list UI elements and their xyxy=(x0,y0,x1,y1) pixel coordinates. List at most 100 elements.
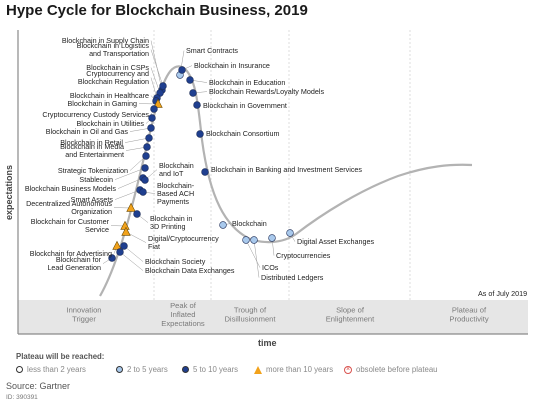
label-blockchain-in-gaming: Blockchain in Gaming xyxy=(67,99,137,108)
label-blockchain-in-csps: Blockchain in CSPs xyxy=(86,63,149,72)
label-blockchain-in-logistics-and-transportation: Blockchain in Logistics and Transportatio… xyxy=(77,41,150,58)
label-cryptocurrency-custody-services: Cryptocurrency Custody Services xyxy=(42,110,149,119)
label-blockchain-in-supply-chain: Blockchain in Supply Chain xyxy=(62,36,149,45)
leader-line xyxy=(124,137,150,143)
label-digital-asset-exchanges: Digital Asset Exchanges xyxy=(297,237,375,246)
label-digital-cryptocurrency-fiat: Digital/Cryptocurrency Fiat xyxy=(148,234,219,251)
marker-strategic-tokenization xyxy=(142,152,150,160)
label-blockchain-in-insurance: Blockchain in Insurance xyxy=(194,61,270,70)
label-blockchain-for-lead-generation: Blockchain for Lead Generation xyxy=(47,255,101,272)
red-x-circle-icon: × xyxy=(344,365,352,374)
label-blockchain-for-customer-service: Blockchain for Customer Service xyxy=(31,217,110,234)
marker-blockchain-consortium xyxy=(196,130,204,138)
marker-blockchain-in-3d-printing xyxy=(133,210,141,218)
phase-label: Slope of Enlightenment xyxy=(326,306,375,324)
orange-triangle-icon xyxy=(254,365,262,374)
leader-line xyxy=(245,239,261,268)
label-blockchain-in-education: Blockchain in Education xyxy=(209,78,285,87)
marker-blockchain-in-media-and-entertainment xyxy=(143,143,151,151)
phase-band xyxy=(18,300,528,334)
label-blockchain-data-exchanges: Blockchain Data Exchanges xyxy=(145,266,235,275)
label-blockchain-in-banking-and-investment-services: Blockchain in Banking and Investment Ser… xyxy=(211,165,362,174)
label-smart-assets: Smart Assets xyxy=(71,195,114,204)
label-blockchain-society: Blockchain Society xyxy=(145,257,206,266)
legend-item-more-than-10-years: more than 10 years xyxy=(254,365,333,374)
marker-blockchain-in-oil-and-gas xyxy=(147,124,155,132)
marker-blockchain-in-logistics-and-transportation xyxy=(159,82,167,90)
as-of-label: As of July 2019 xyxy=(478,289,527,298)
legend-item-2-to-5-years: 2 to 5 years xyxy=(116,365,168,374)
legend-item-obsolete: × obsolete before plateau xyxy=(344,365,438,374)
label-blockchain-rewards-loyalty-models: Blockchain Rewards/Loyalty Models xyxy=(209,87,324,96)
marker-blockchain-rewards-loyalty-models xyxy=(189,89,197,97)
label-blockchain-based-ach-payments: Blockchain-Based ACH Payments xyxy=(157,181,195,206)
document-id: ID: 390391 xyxy=(6,394,38,401)
marker-blockchain xyxy=(219,221,227,229)
marker-cryptocurrencies xyxy=(268,234,276,242)
marker-blockchain-in-insurance xyxy=(178,66,186,74)
label-distributed-ledgers: Distributed Ledgers xyxy=(261,273,324,282)
leader-line xyxy=(150,67,161,94)
phase-labels: Innovation Trigger Peak of Inflated Expectat… xyxy=(66,301,488,328)
leader-line xyxy=(117,177,144,189)
label-blockchain-consortium: Blockchain Consortium xyxy=(206,129,280,138)
marker-icos xyxy=(242,236,250,244)
leader-line xyxy=(114,167,146,180)
white-circle-icon xyxy=(16,366,23,373)
legend-item-5-to-10-years: 5 to 10 years xyxy=(182,365,238,374)
marker-blockchain-based-ach-payments xyxy=(139,188,147,196)
marker-cryptocurrency-custody-services xyxy=(150,105,158,113)
marker-blockchain-and-iot xyxy=(141,176,149,184)
y-axis-label: expectations xyxy=(4,165,14,220)
label-blockchain-business-models: Blockchain Business Models xyxy=(25,184,116,193)
phase-grid xyxy=(153,30,411,300)
label-blockchain-in-healthcare: Blockchain in Healthcare xyxy=(70,91,149,100)
marker-digital-cryptocurrency-fiat xyxy=(121,226,131,236)
marker-blockchain-in-gaming xyxy=(153,98,163,108)
dark-blue-circle-icon xyxy=(182,366,189,373)
leader-line xyxy=(150,40,163,91)
leader-line xyxy=(114,189,141,200)
technology-markers xyxy=(108,66,294,262)
leader-line xyxy=(119,251,144,271)
marker-blockchain-in-government xyxy=(193,101,201,109)
x-axis-label: time xyxy=(258,338,277,348)
legend-item-less-than-2-years: less than 2 years xyxy=(16,365,86,374)
marker-stablecoin xyxy=(141,164,149,172)
marker-blockchain-for-lead-generation xyxy=(108,254,116,262)
marker-distributed-ledgers xyxy=(250,236,258,244)
label-cryptocurrency-and-blockchain-regulation: Cryptocurrency and Blockchain Regulation xyxy=(78,69,149,86)
label-strategic-tokenization: Strategic Tokenization xyxy=(58,166,128,175)
label-decentralized-autonomous-organization: Decentralized Autonomous Organization xyxy=(26,199,112,216)
leader-line xyxy=(150,49,164,87)
leader-line xyxy=(123,245,144,262)
label-blockchain-in-media-and-entertainment: Blockchain in Media and Entertainment xyxy=(60,142,124,159)
label-blockchain-in-retail: Blockchain in Retail xyxy=(60,138,123,147)
label-smart-contracts: Smart Contracts xyxy=(186,46,238,55)
label-blockchain-in-oil-and-gas: Blockchain in Oil and Gas xyxy=(46,127,129,136)
legend: Plateau will be reached: less than 2 yea… xyxy=(8,352,528,378)
light-blue-circle-icon xyxy=(116,366,123,373)
label-blockchain-in-3d-printing: Blockchain in 3D Printing xyxy=(150,214,192,231)
marker-digital-asset-exchanges xyxy=(286,229,294,237)
label-blockchain-and-iot: Blockchain and IoT xyxy=(159,161,194,178)
phase-label: Trough of Disillusionment xyxy=(224,306,276,324)
label-blockchain: Blockchain xyxy=(232,219,267,228)
marker-blockchain-for-advertising xyxy=(112,240,122,250)
phase-label: Innovation Trigger xyxy=(66,306,101,324)
source-note: Source: Gartner xyxy=(6,381,71,391)
label-blockchain-for-advertising: Blockchain for Advertising xyxy=(30,249,112,258)
phase-label: Peak of Inflated Expectations xyxy=(161,301,205,328)
marker-blockchain-in-education xyxy=(186,76,194,84)
marker-blockchain-in-banking-and-investment-services xyxy=(201,168,209,176)
label-blockchain-in-government: Blockchain in Government xyxy=(203,101,287,110)
marker-blockchain-data-exchanges xyxy=(116,248,124,256)
marker-blockchain-society xyxy=(120,242,128,250)
legend-title: Plateau will be reached: xyxy=(16,352,105,361)
phase-label: Plateau of Productivity xyxy=(449,306,488,324)
marker-blockchain-in-utilities xyxy=(148,114,156,122)
marker-decentralized-autonomous-organization xyxy=(126,202,136,212)
label-cryptocurrencies: Cryptocurrencies xyxy=(276,251,331,260)
